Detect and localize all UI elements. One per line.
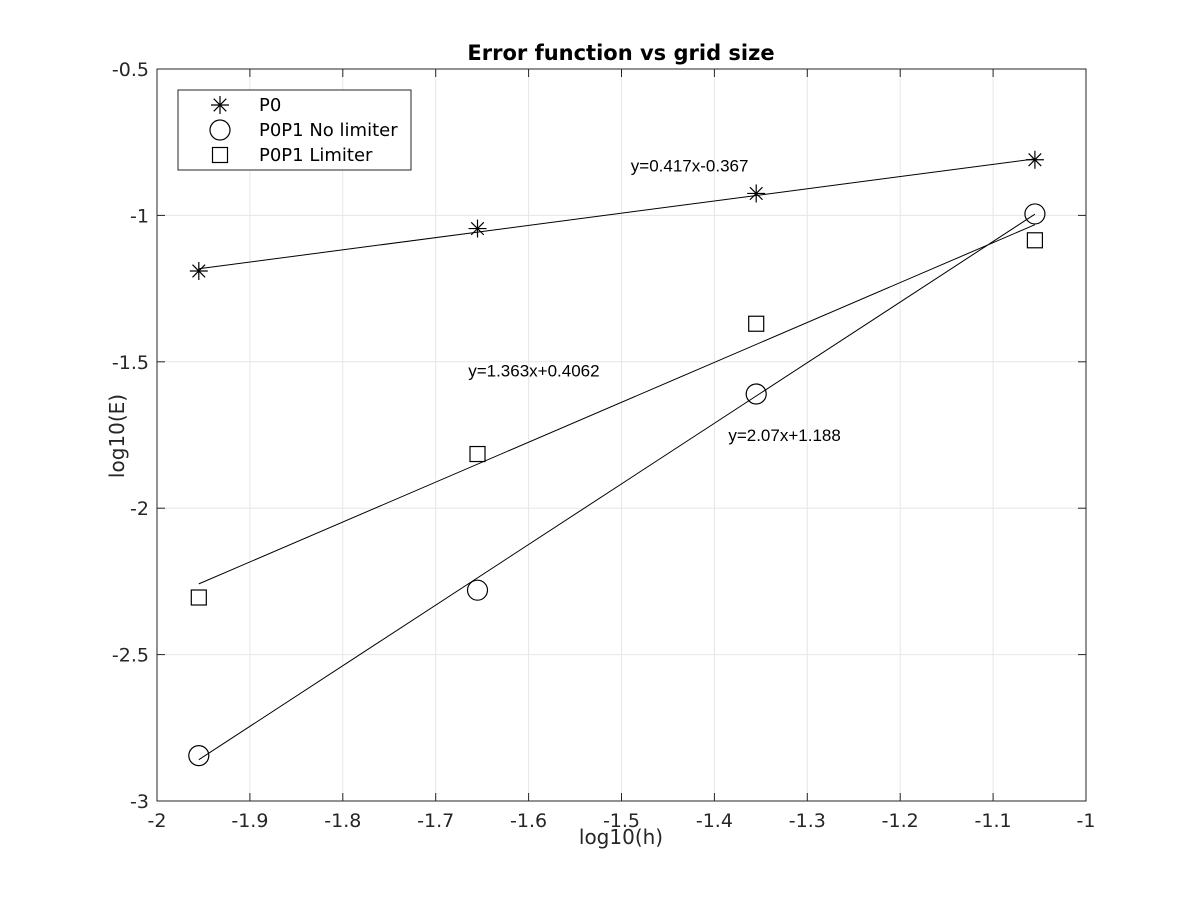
y-tick-label: -1.5	[112, 352, 149, 374]
legend-label: P0	[259, 95, 281, 116]
data-point-circle	[188, 745, 210, 767]
data-point-asterisk	[468, 219, 487, 238]
fit-lines	[198, 158, 1036, 761]
x-tick-label: -1.6	[510, 810, 547, 832]
fit-equation-label: y=1.363x+0.4062	[468, 361, 599, 380]
data-markers	[188, 150, 1046, 767]
axes-box	[156, 68, 1087, 802]
y-axis-label: log10(E)	[105, 394, 129, 478]
legend-marker-asterisk	[211, 96, 229, 114]
data-point-square	[469, 445, 486, 463]
data-point-asterisk	[1025, 150, 1044, 169]
x-tick-label: -1.3	[789, 810, 826, 832]
y-tick-label: -3	[130, 791, 149, 813]
data-point-square	[190, 589, 207, 606]
x-tick-label: -1.1	[975, 810, 1012, 832]
fit-equation-label: y=0.417x-0.367	[631, 156, 749, 175]
fit-line-circle	[198, 213, 1036, 761]
tick-labels: -2 -1.9 -1.8 -1.7 -1.6 -1.5 -1.4 -1.3 -1.2 -1.1 -1…	[112, 59, 1096, 832]
legend: P0 P0P1 No limiter P0P1 Limiter	[177, 89, 412, 171]
data-point-asterisk	[747, 184, 766, 203]
x-tick-label: -1.8	[324, 810, 361, 832]
x-axis-label: log10(h)	[579, 825, 663, 849]
y-tick-label: -2.5	[112, 645, 149, 667]
data-point-circle	[1024, 203, 1046, 225]
data-point-circle	[745, 383, 767, 405]
data-point-square	[1026, 232, 1044, 249]
y-tick-label: -2	[130, 498, 149, 520]
x-tick-label: -1.7	[417, 810, 454, 832]
x-tick-label: -1.5	[603, 810, 640, 832]
legend-marker-square	[211, 146, 229, 164]
fit-annotations: y=0.417x-0.367 y=1.363x+0.4062 y=2.07x+1.1…	[468, 156, 841, 444]
legend-label: P0P1 Limiter	[259, 145, 373, 166]
data-point-circle	[466, 579, 489, 601]
fit-line-square	[198, 224, 1036, 585]
y-tick-label: -0.5	[112, 59, 149, 81]
legend-box	[177, 89, 412, 171]
y-tick-label: -1	[130, 205, 149, 227]
chart-title: Error function vs grid size	[467, 41, 774, 65]
data-point-asterisk	[189, 262, 208, 281]
x-tick-label: -1.2	[882, 810, 919, 832]
data-point-square	[748, 315, 765, 332]
legend-marker-circle	[209, 119, 231, 141]
x-tick-label: -1.4	[696, 810, 733, 832]
x-tick-label: -2	[148, 810, 167, 832]
fit-line-asterisk	[198, 158, 1035, 270]
x-tick-label: -1	[1077, 810, 1096, 832]
legend-label: P0P1 No limiter	[259, 120, 398, 141]
fit-equation-label: y=2.07x+1.188	[728, 426, 840, 445]
x-tick-label: -1.9	[231, 810, 268, 832]
